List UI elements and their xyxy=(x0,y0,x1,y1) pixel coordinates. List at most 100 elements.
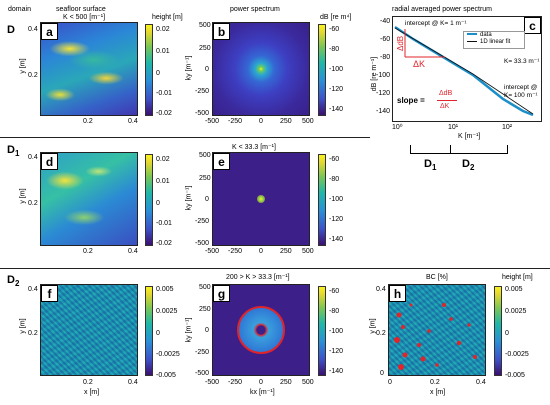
annotation-intercept-1: intercept @ K= 1 m⁻¹ xyxy=(405,20,467,27)
legend-item-fit: 1D linear fit xyxy=(464,39,524,46)
panel-b-ytick: 500 xyxy=(199,22,211,29)
low-pass-disk xyxy=(257,195,265,203)
slope-label: slope = xyxy=(397,96,425,105)
panel-e-ylabel: ky [m⁻¹] xyxy=(185,185,193,211)
panel-a-colorbar xyxy=(145,24,153,116)
cbar-tick: -60 xyxy=(329,26,340,33)
delta-db-label: ΔdB xyxy=(396,35,405,51)
panel-h-cbar-title: height [m] xyxy=(502,274,533,281)
bracket-label-d1: D1 xyxy=(424,158,437,173)
panel-g-spectrum: g xyxy=(212,284,310,376)
annotation-k-33: K= 33.3 m⁻¹ xyxy=(504,58,540,65)
panel-c-xtick: 10⁰ xyxy=(392,124,403,131)
panel-g-xtick: -500 xyxy=(205,379,220,386)
cbar-tick: 0.02 xyxy=(156,156,170,163)
panel-e-ytick: 500 xyxy=(199,152,211,159)
panel-h-ytick: 0.4 xyxy=(376,286,386,293)
header-domain: domain xyxy=(8,6,31,13)
panel-g-title: 200 > K > 33.3 [m⁻¹] xyxy=(226,274,290,281)
panel-g-ytick: -250 xyxy=(195,349,210,356)
panel-e-ytick: -250 xyxy=(195,218,210,225)
panel-h-ytick: 0.2 xyxy=(376,330,386,337)
panel-f-xtick: 0.2 xyxy=(83,379,93,386)
panel-g-xtick: 500 xyxy=(302,379,314,386)
panel-c-xtick: 10¹ xyxy=(448,124,459,131)
panel-a-seafloor-map: a xyxy=(40,22,138,116)
panel-h-xlabel: x [m] xyxy=(430,389,446,396)
cbar-tick: 0.01 xyxy=(156,48,170,55)
panel-a-ytick: 0.4 xyxy=(28,26,38,33)
cbar-tick: -0.005 xyxy=(505,372,525,379)
panel-d-ytick: 0.4 xyxy=(28,154,38,161)
panel-e-xtick: -250 xyxy=(228,248,243,255)
panel-a-cbar-title: height [m] xyxy=(152,14,183,21)
panel-h-ytick: 0 xyxy=(380,370,384,377)
cbar-tick: -0.01 xyxy=(156,90,172,97)
panel-a-xtick: 0.4 xyxy=(128,118,138,125)
panel-b-badge: b xyxy=(213,23,230,40)
panel-c-ytick: -100 xyxy=(376,72,391,79)
cbar-tick: -80 xyxy=(329,46,340,53)
cbar-tick: -140 xyxy=(329,106,344,113)
panel-d-xtick: 0.2 xyxy=(83,248,93,255)
panel-h-bc-map: h xyxy=(388,284,486,376)
panel-c-ytick: -60 xyxy=(380,36,391,43)
panel-g-ytick: 250 xyxy=(199,306,211,313)
panel-g-xtick: 0 xyxy=(259,379,263,386)
panel-a-badge: a xyxy=(41,23,58,40)
cbar-tick: -100 xyxy=(329,66,344,73)
panel-b-xtick: 500 xyxy=(302,118,314,125)
panel-c-ytick: -120 xyxy=(376,90,391,97)
panel-f-xtick: 0.4 xyxy=(128,379,138,386)
panel-e-ytick: -500 xyxy=(195,240,210,247)
panel-d-ylabel: y [m] xyxy=(19,188,27,204)
cbar-tick: 0.005 xyxy=(505,286,523,293)
panel-g-xtick: 250 xyxy=(280,379,292,386)
panel-b-cbar-title: dB [re m⁴] xyxy=(320,14,352,21)
panel-f-badge: f xyxy=(41,285,58,302)
panel-a-ylabel: y [m] xyxy=(19,58,27,74)
panel-a-xtick: 0.2 xyxy=(83,118,93,125)
panel-c-ytick: -40 xyxy=(380,18,391,25)
panel-b-ytick: -250 xyxy=(195,88,210,95)
panel-d-xtick: 0.4 xyxy=(128,248,138,255)
panel-b-xtick: -500 xyxy=(205,118,220,125)
domain-bracket xyxy=(410,145,508,154)
band-pass-annulus xyxy=(237,306,285,354)
cbar-tick: -0.005 xyxy=(156,372,176,379)
panel-g-xtick: -250 xyxy=(228,379,243,386)
panel-g-colorbar xyxy=(318,286,326,376)
panel-b-xtick: 0 xyxy=(259,118,263,125)
panel-g-ytick: -500 xyxy=(195,370,210,377)
cbar-tick: 0.02 xyxy=(156,26,170,33)
panel-h-title: BC [%] xyxy=(426,274,448,281)
slope-fraction-bar xyxy=(437,100,457,101)
panel-c-xlabel: K [m⁻¹] xyxy=(458,133,481,140)
cbar-tick: -140 xyxy=(329,368,344,375)
panel-e-xtick: 0 xyxy=(259,248,263,255)
panel-f-ytick: 0.2 xyxy=(28,330,38,337)
cbar-tick: -60 xyxy=(329,156,340,163)
panel-b-ytick: 0 xyxy=(205,66,209,73)
cbar-tick: 0 xyxy=(505,330,509,337)
panel-e-badge: e xyxy=(213,153,230,170)
cbar-tick: 0 xyxy=(156,330,160,337)
cbar-tick: -0.02 xyxy=(156,240,172,247)
header-power: power spectrum xyxy=(230,6,280,13)
panel-g-badge: g xyxy=(213,285,230,302)
header-seafloor: seafloor surface xyxy=(56,6,106,13)
cbar-tick: 0.0025 xyxy=(156,308,178,315)
row-divider-1 xyxy=(0,137,370,138)
domain-split xyxy=(450,145,451,153)
fit-line xyxy=(394,27,534,115)
header-radial: radial averaged power spectrum xyxy=(392,6,492,13)
panel-h-colorbar xyxy=(494,286,502,376)
panel-e-title: K < 33.3 [m⁻¹] xyxy=(232,144,276,151)
panel-d-colorbar xyxy=(145,154,153,246)
panel-g-ytick: 500 xyxy=(199,284,211,291)
annotation-intercept-100: intercept @ xyxy=(504,84,538,91)
panel-c-ytick: -80 xyxy=(380,54,391,61)
panel-f-ylabel: y [m] xyxy=(19,318,27,334)
cbar-tick: 0.005 xyxy=(156,286,174,293)
panel-h-xtick: 0 xyxy=(388,379,392,386)
